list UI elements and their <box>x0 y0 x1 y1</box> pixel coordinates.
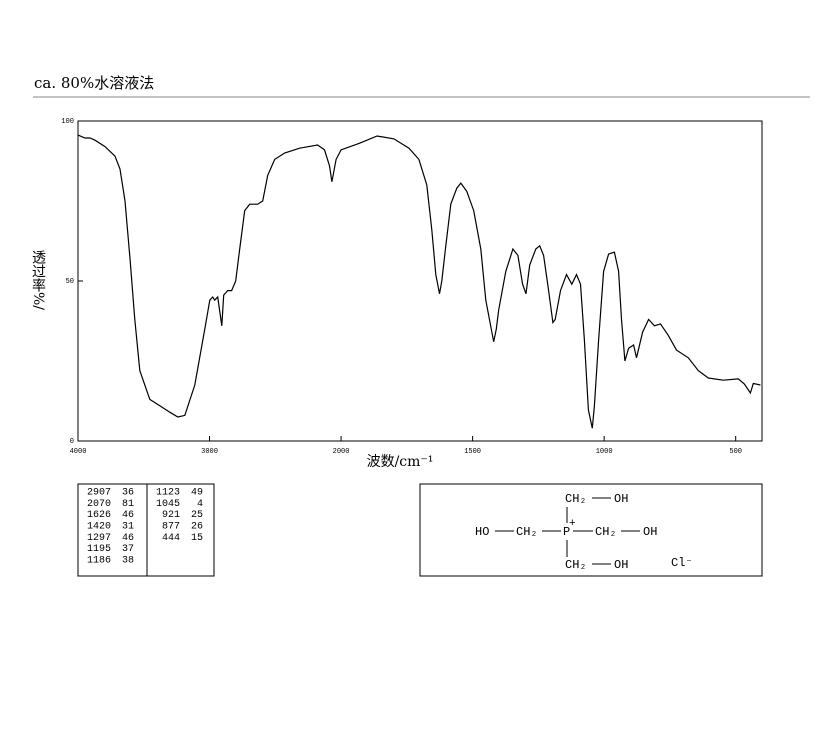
peak-wavenumber: 1297 <box>87 533 111 544</box>
peak-wavenumber: 2907 <box>87 488 111 499</box>
x-tick-label: 2000 <box>333 448 350 456</box>
peak-wavenumber: 1195 <box>87 544 111 555</box>
peak-transmittance: 31 <box>122 522 134 533</box>
x-tick-label: 1500 <box>464 448 481 456</box>
peak-wavenumber: 1626 <box>87 510 111 521</box>
peak-wavenumber: 1420 <box>87 522 111 533</box>
y-tick-label: 50 <box>66 278 74 286</box>
x-tick-label: 1000 <box>596 448 613 456</box>
peak-transmittance: 25 <box>191 510 203 521</box>
peak-wavenumber: 1045 <box>156 499 180 510</box>
peak-wavenumber: 444 <box>162 533 180 544</box>
peak-transmittance: 4 <box>197 499 203 510</box>
atom-label: P <box>563 525 570 539</box>
x-axis-label: 波数/cm⁻¹ <box>367 454 434 470</box>
peak-wavenumber: 2070 <box>87 499 111 510</box>
peak-transmittance: 46 <box>122 533 134 544</box>
peak-transmittance: 38 <box>122 555 134 566</box>
charge-label: + <box>569 518 576 530</box>
peak-transmittance: 26 <box>191 522 203 533</box>
x-tick-label: 500 <box>729 448 742 456</box>
x-tick-label: 4000 <box>70 448 87 456</box>
chart-title: ca. 80%水溶液法 <box>34 74 154 92</box>
peak-transmittance: 15 <box>191 533 203 544</box>
plot-frame <box>77 120 763 442</box>
peak-transmittance: 81 <box>122 499 134 510</box>
structure-frame <box>419 483 763 577</box>
group-label: OH <box>614 492 628 506</box>
peak-wavenumber: 921 <box>162 510 180 521</box>
peak-wavenumber: 1186 <box>87 555 111 566</box>
peak-table: 2907 36 2070 81 1626 46 1420 31 1297 46 1195 37 1186… <box>77 483 215 577</box>
spectrum-line <box>77 134 761 429</box>
peak-wavenumber: 1123 <box>156 488 180 499</box>
peak-transmittance: 49 <box>191 488 203 499</box>
peak-transmittance: 36 <box>122 488 134 499</box>
peak-transmittance: 37 <box>122 544 134 555</box>
group-label: HO <box>475 525 489 539</box>
structure: CH₂ OH HO CH₂ P + CH₂ OH CH₂ OH Cl⁻ <box>419 483 763 577</box>
y-tick-label: 100 <box>61 118 74 126</box>
group-label: CH₂ <box>565 558 587 572</box>
group-label: CH₂ <box>516 525 538 539</box>
x-tick-label: 3000 <box>201 448 218 456</box>
table-frame <box>77 483 215 577</box>
group-label: CH₂ <box>595 525 617 539</box>
anion-label: Cl⁻ <box>671 556 693 570</box>
group-label: OH <box>643 525 657 539</box>
group-label: OH <box>614 558 628 572</box>
peak-wavenumber: 877 <box>162 522 180 533</box>
y-axis-label: 透过率%/ <box>30 250 46 310</box>
group-label: CH₂ <box>565 492 587 506</box>
y-tick-label: 0 <box>70 438 74 446</box>
peak-transmittance: 46 <box>122 510 134 521</box>
